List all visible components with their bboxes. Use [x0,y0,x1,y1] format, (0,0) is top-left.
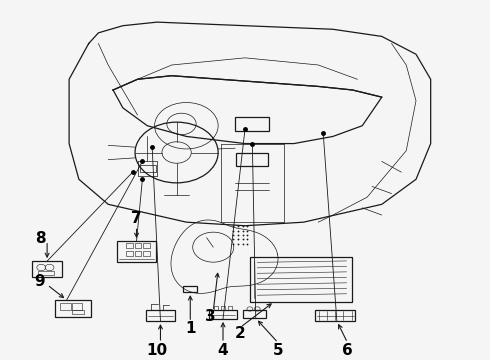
Bar [126,243,133,248]
Bar [146,310,175,321]
Bar [118,241,156,262]
Bar [316,310,355,321]
Text: 2: 2 [235,326,245,341]
Bar [60,303,71,310]
Text: 3: 3 [205,309,216,324]
Bar [38,271,54,275]
Bar [250,257,352,302]
Bar [209,310,237,319]
Bar [141,165,156,172]
Bar [135,243,142,248]
Text: 5: 5 [273,343,284,357]
Bar [32,261,62,277]
Text: 6: 6 [342,343,353,357]
Text: 9: 9 [34,274,45,289]
Bar [144,251,150,256]
Bar [235,117,270,131]
Text: 7: 7 [131,211,142,226]
Text: 1: 1 [185,321,196,336]
Text: 8: 8 [35,231,46,246]
Text: 4: 4 [218,343,228,357]
Bar [237,153,268,166]
Bar [72,303,82,310]
Bar [126,251,133,256]
Bar [55,300,91,317]
Text: 10: 10 [147,343,168,357]
Bar [243,310,267,318]
Bar [144,243,150,248]
Bar [72,310,84,314]
Bar [135,251,142,256]
Bar [183,286,197,292]
